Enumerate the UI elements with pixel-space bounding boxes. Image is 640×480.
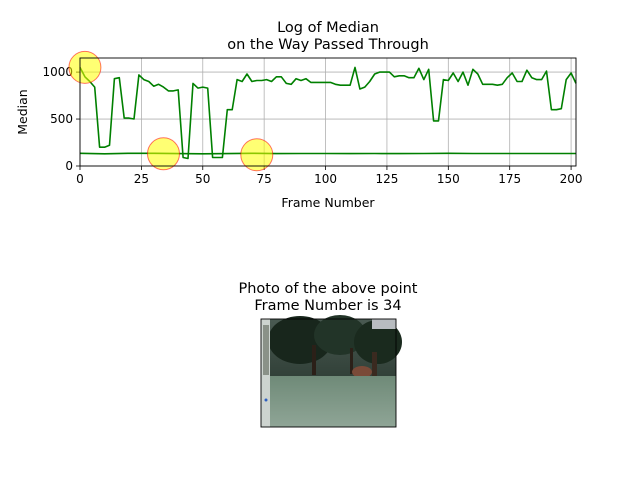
y-tick-label: 500 <box>50 112 73 126</box>
x-tick-label: 175 <box>498 172 521 186</box>
x-tick-label: 0 <box>76 172 84 186</box>
chart-title-line-2: on the Way Passed Through <box>227 37 429 53</box>
photo-panel: Photo of the above point Frame Number is… <box>238 281 418 428</box>
x-axis-ticks: 0 25 50 75 100 125 150 175 200 <box>76 166 583 186</box>
photo-image <box>261 315 402 427</box>
highlight-marker <box>240 138 274 172</box>
chart-title-line-1: Log of Median <box>277 20 379 36</box>
median-chart: Log of Median on the Way Passed Through … <box>15 20 583 210</box>
highlight-marker <box>68 50 102 84</box>
x-tick-label: 50 <box>195 172 210 186</box>
x-tick-label: 200 <box>560 172 583 186</box>
photo-title-line-2: Frame Number is 34 <box>254 298 401 314</box>
highlight-markers <box>68 50 274 172</box>
y-tick-label: 0 <box>65 159 73 173</box>
y-axis-ticks: 0 500 1000 <box>42 65 80 173</box>
photo-frame <box>260 318 397 428</box>
plot-frame <box>79 57 577 167</box>
x-tick-label: 75 <box>257 172 272 186</box>
x-axis-label: Frame Number <box>281 195 375 210</box>
highlight-marker <box>146 137 180 171</box>
y-axis-label: Median <box>15 89 30 134</box>
x-tick-label: 100 <box>314 172 337 186</box>
x-tick-label: 125 <box>375 172 398 186</box>
x-tick-label: 150 <box>437 172 460 186</box>
series-line-1 <box>79 66 577 160</box>
y-tick-label: 1000 <box>42 65 73 79</box>
x-tick-label: 25 <box>134 172 149 186</box>
photo-title-line-1: Photo of the above point <box>238 281 417 297</box>
